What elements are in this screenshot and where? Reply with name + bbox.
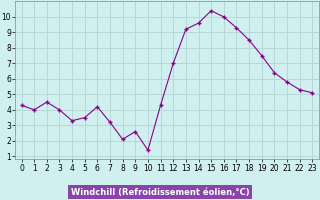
Text: Windchill (Refroidissement éolien,°C): Windchill (Refroidissement éolien,°C) — [71, 188, 249, 196]
